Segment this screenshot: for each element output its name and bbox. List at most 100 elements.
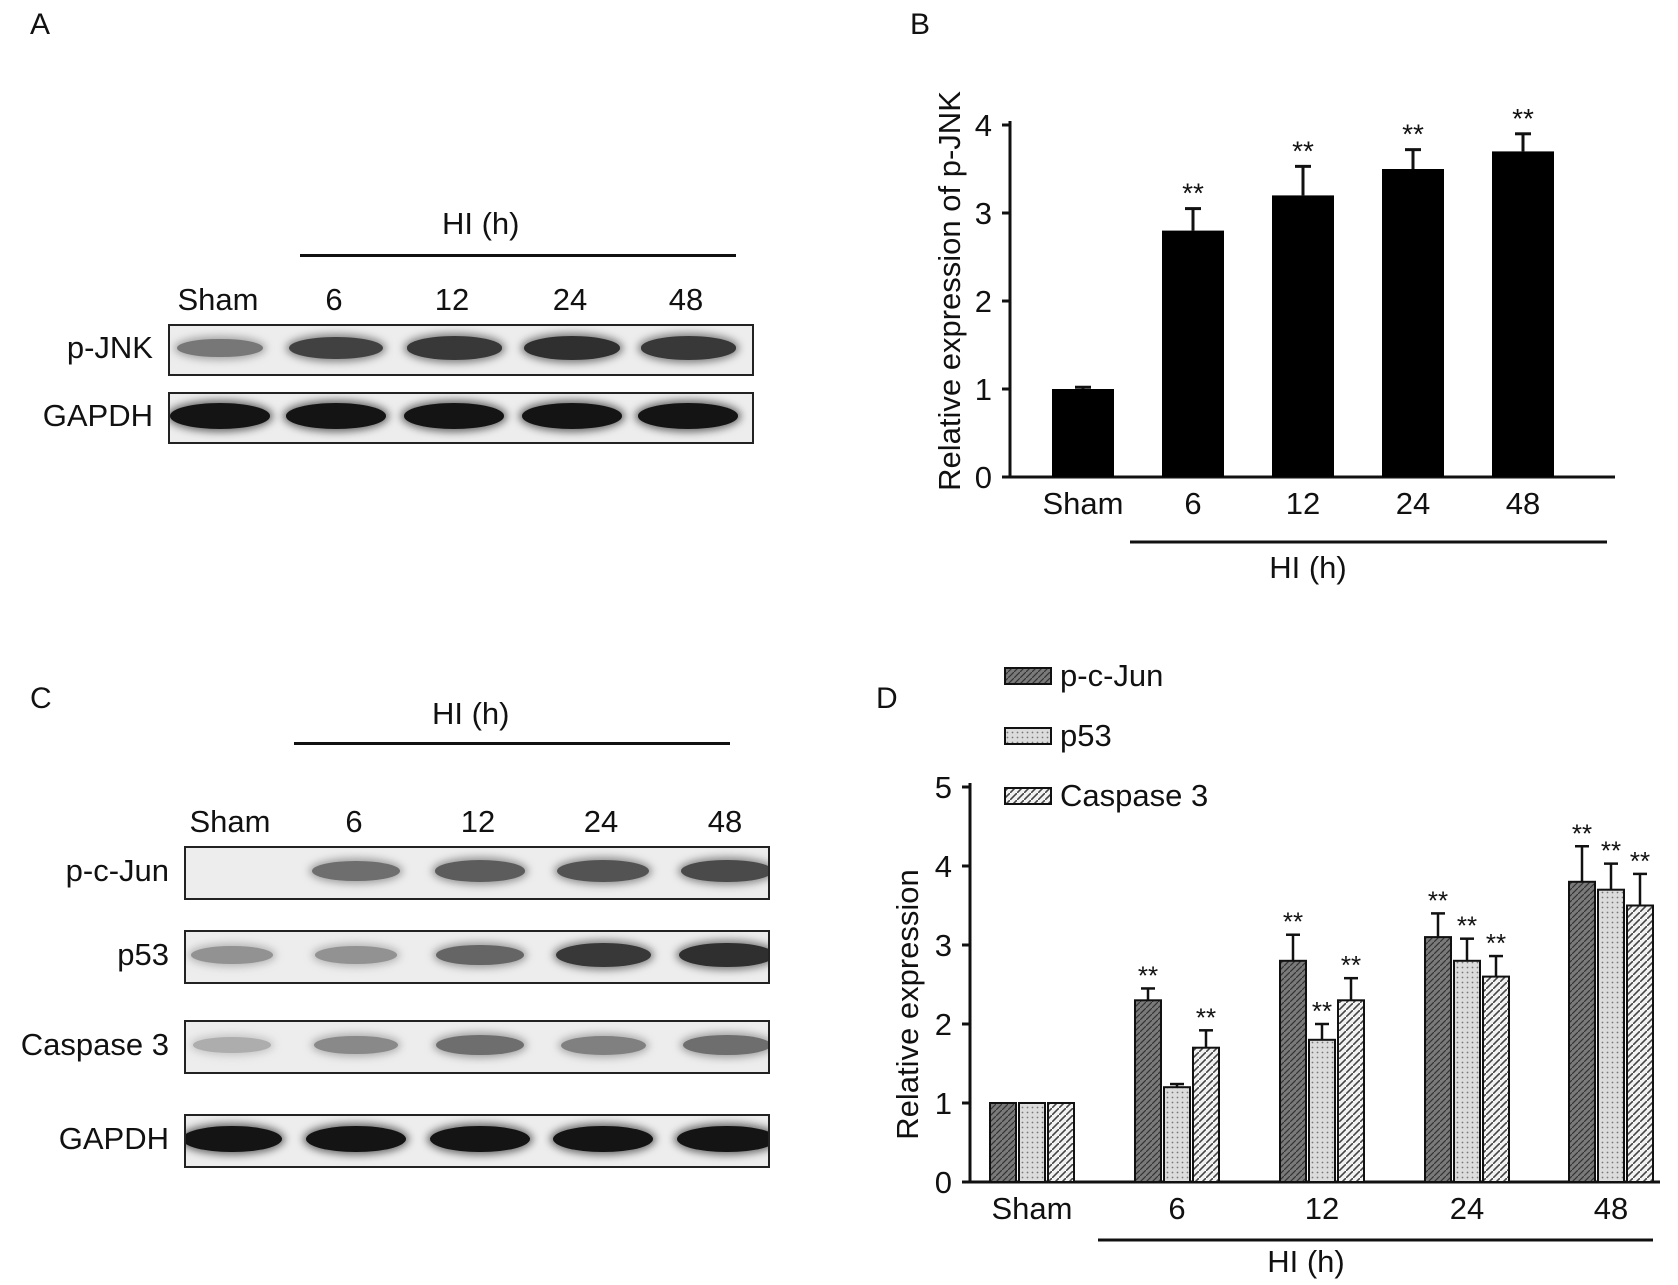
significance-mark: ** [1138,960,1158,990]
significance-mark: ** [1572,818,1592,848]
panel-label-b: B [910,8,931,41]
bar [1482,975,1510,1183]
blot-strip [184,1114,770,1168]
blot-band [286,403,386,429]
blot-band [192,1037,272,1053]
bar [1192,1046,1220,1184]
group-label: HI (h) [1267,1244,1345,1279]
y-axis-label: Relative expression of p-JNK [932,91,967,491]
x-tick-label: 12 [1305,1191,1339,1226]
bar [1163,1086,1191,1184]
y-tick-label: 1 [935,1086,952,1121]
lane-label: Sham [189,804,271,839]
blot-band [638,403,738,429]
bar [1626,904,1654,1183]
bar [1597,888,1625,1183]
lane-label: 6 [345,804,363,839]
bar [1308,1038,1336,1183]
blot-band [170,403,270,429]
y-tick-label: 4 [975,108,992,143]
bar [1047,1102,1075,1183]
blot-band [436,1034,524,1056]
blot-band [314,1035,398,1055]
lane-label: 12 [460,804,496,839]
lane-label: 6 [325,282,343,317]
significance-mark: ** [1457,911,1477,941]
panel-label-d: D [876,682,898,715]
blot-band [306,1125,406,1153]
blot-band [553,1125,653,1153]
bar [1134,999,1162,1183]
significance-mark: ** [1402,119,1424,150]
panel-label-a: A [30,8,51,41]
blot-group-line [294,742,730,745]
significance-mark: ** [1196,1002,1216,1032]
y-tick-label: 3 [975,196,992,231]
blot-band [677,1125,768,1153]
blot-band [312,860,400,882]
y-tick-label: 2 [975,284,992,319]
bar [1492,151,1554,477]
blot-band [680,859,768,883]
lane-label: 24 [552,282,588,317]
bar [1568,880,1596,1184]
bar [1453,959,1481,1183]
x-tick-label: 48 [1594,1191,1628,1226]
blot-band [314,946,398,964]
legend-label: p53 [1060,718,1112,753]
bar [989,1102,1017,1183]
blot-strip [184,1020,770,1074]
x-tick-label: 12 [1286,486,1320,521]
blot-band [435,944,525,966]
x-tick-label: 6 [1184,486,1201,521]
significance-mark: ** [1428,885,1448,915]
significance-mark: ** [1512,103,1534,134]
significance-mark: ** [1630,846,1650,876]
blot-band [560,1035,646,1055]
blot-band [555,943,651,967]
blot-group-line [300,254,736,257]
x-tick-label: 48 [1506,486,1540,521]
y-tick-label: 1 [975,372,992,407]
blot-band [678,942,768,968]
panel-label-c: C [30,682,52,715]
blot-band [435,860,525,882]
x-tick-label: 24 [1396,486,1430,521]
blot-band [557,859,649,883]
bar [1424,936,1452,1183]
blot-band [186,1125,282,1153]
lane-label: 24 [583,804,619,839]
group-label: HI (h) [1269,550,1347,585]
blot-band [683,1034,768,1056]
lane-label: Sham [177,282,259,317]
legend-label: Caspase 3 [1060,778,1208,813]
legend-swatch [1004,787,1052,805]
blot-band [289,336,383,360]
bar [1279,959,1307,1183]
blot-row-label: p53 [117,937,169,972]
y-tick-label: 5 [935,770,952,805]
blot-band [404,403,504,429]
blot-strip [184,846,770,900]
x-tick-label: Sham [992,1191,1073,1226]
legend-swatch [1004,667,1052,685]
blot-row-label: GAPDH [42,398,153,433]
blot-band [640,336,736,360]
blot-group-label: HI (h) [432,696,510,731]
x-tick-label: Sham [1043,486,1124,521]
bar [1162,230,1224,477]
bar [1337,999,1365,1183]
y-axis-label: Relative expression [890,869,925,1140]
blot-band [406,336,502,360]
blot-band [523,336,621,360]
lane-label: 12 [434,282,470,317]
significance-mark: ** [1601,836,1621,866]
bar [1052,389,1114,477]
blot-band [522,403,622,429]
bar [1272,195,1334,477]
significance-mark: ** [1292,135,1314,166]
blot-strip [168,324,754,376]
blot-row-label: GAPDH [58,1121,169,1156]
